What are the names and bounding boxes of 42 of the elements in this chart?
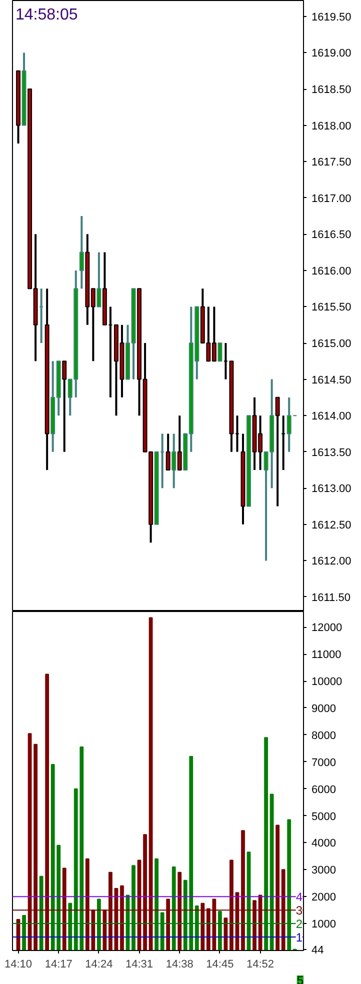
y-tick-label: 1616.50 [312, 229, 352, 242]
y-tick-label: 12000 [312, 622, 342, 634]
y-tick-label: 1616.00 [312, 265, 352, 278]
y-tick-label: 1618.50 [312, 84, 352, 96]
y-tick-label: 1614.00 [312, 410, 352, 423]
chart-title: 14:58:05 [16, 6, 78, 24]
y-tick-label: 7000 [312, 756, 336, 769]
x-tick-label: 14:31 [126, 958, 154, 970]
y-tick-label: 1619.50 [312, 11, 352, 24]
y-tick-label: 44 [312, 944, 324, 956]
annotation: 2 [296, 917, 303, 932]
x-tick-label: 14:52 [246, 958, 274, 970]
annotation: 4 [296, 890, 303, 904]
x-tick-label: 14:45 [206, 958, 234, 970]
y-tick-label: 1615.50 [312, 302, 352, 314]
y-tick-label: 1618.00 [312, 120, 352, 132]
y-tick-label: 10000 [312, 676, 342, 688]
y-tick-label: 1619.00 [312, 48, 352, 60]
y-tick-label: 1613.00 [312, 483, 352, 496]
y-tick-label: 1617.50 [312, 156, 352, 169]
y-tick-label: 1000 [312, 918, 336, 931]
y-tick-label: 1611.50 [312, 592, 350, 604]
annotation: 1 [296, 930, 303, 945]
x-tick-label: 14:10 [4, 958, 32, 970]
y-tick-label: 3000 [312, 864, 336, 877]
y-tick-label: 1615.00 [312, 338, 352, 350]
y-tick-label: 1612.50 [312, 519, 352, 532]
y-tick-label: 8000 [312, 730, 336, 742]
x-tick-label: 14:24 [85, 958, 113, 970]
y-tick-label: 4000 [312, 838, 336, 850]
y-tick-label: 1613.50 [312, 446, 352, 459]
y-tick-label: 1614.50 [312, 374, 352, 386]
y-tick-label: 6000 [312, 784, 336, 796]
y-tick-label: 1617.00 [312, 192, 352, 205]
y-tick-label: 11000 [312, 649, 342, 662]
y-tick-label: 5000 [312, 810, 336, 823]
x-tick-label: 14:38 [166, 958, 194, 970]
y-tick-label: 1612.00 [312, 556, 352, 568]
y-tick-label: 2000 [312, 892, 336, 904]
y-tick-label: 9000 [312, 702, 336, 715]
x-tick-label: 14:17 [44, 958, 72, 970]
annotation: 3 [296, 904, 303, 918]
